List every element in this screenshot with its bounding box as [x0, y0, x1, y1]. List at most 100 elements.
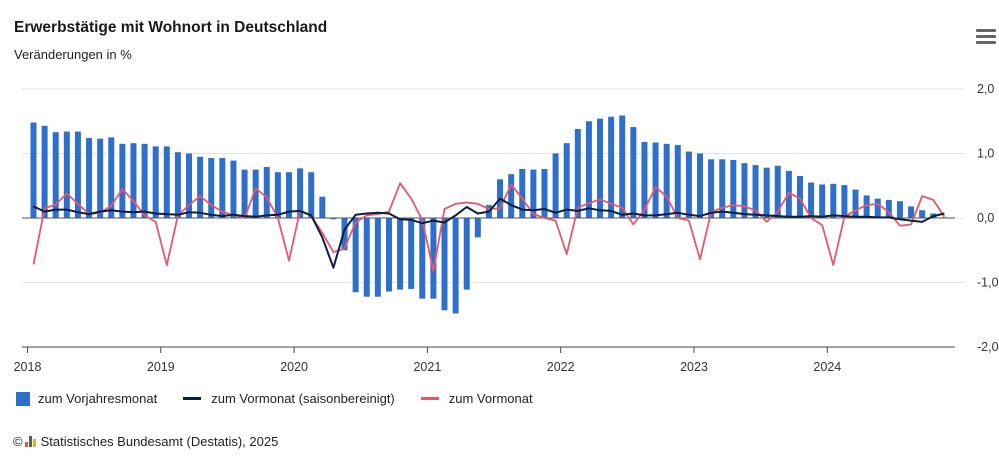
- bar: [697, 153, 703, 218]
- bar: [896, 201, 903, 218]
- bar: [174, 152, 181, 218]
- x-tick-label: 2021: [413, 360, 441, 374]
- bar: [919, 210, 926, 218]
- hamburger-menu-icon[interactable]: [976, 29, 996, 45]
- y-tick-label: 0,0: [977, 211, 994, 225]
- y-tick-label: -1,0: [977, 276, 999, 290]
- bar: [186, 153, 193, 218]
- bar: [541, 168, 548, 218]
- bar: [130, 143, 137, 218]
- chart-area: 2,0 1,0 0,0 -1,0 -2,0 2018 2019 2020 2021 2022 202…: [14, 82, 999, 374]
- source-credit: © Statistisches Bundesamt (Destatis), 20…: [13, 434, 278, 449]
- bar: [597, 118, 604, 218]
- bar: [230, 160, 237, 218]
- x-tick-label: 2020: [280, 360, 308, 374]
- bar: [674, 145, 681, 218]
- legend-label: zum Vormonat: [448, 391, 533, 406]
- bar: [852, 189, 859, 218]
- bar: [519, 168, 526, 218]
- legend-label: zum Vormonat (saisonbereinigt): [211, 391, 395, 406]
- bar: [430, 218, 437, 299]
- x-tick-label: 2022: [547, 360, 575, 374]
- bar: [41, 125, 48, 218]
- source-text: Statistisches Bundesamt (Destatis), 2025: [40, 434, 279, 449]
- bar: [252, 169, 259, 218]
- bar: [641, 141, 648, 218]
- bar: [330, 218, 337, 220]
- legend-swatch-bars: [16, 391, 30, 406]
- legend-label: zum Vorjahresmonat: [38, 391, 158, 406]
- bar: [452, 218, 459, 314]
- bar: [508, 174, 515, 218]
- series-line-vormonat: [32, 182, 946, 272]
- bar: [30, 122, 37, 218]
- bar: [885, 199, 892, 218]
- chart-title: Erwerbstätige mit Wohnort in Deutschland: [14, 19, 328, 36]
- legend-item-bars[interactable]: zum Vorjahresmonat: [16, 391, 157, 406]
- bar: [341, 218, 348, 251]
- bar: [297, 168, 304, 218]
- bar: [208, 158, 215, 218]
- bar: [119, 143, 126, 218]
- bar: [241, 169, 248, 218]
- bar: [574, 128, 581, 218]
- x-tick-label: 2024: [813, 360, 841, 374]
- bar: [719, 159, 726, 218]
- bar: [285, 172, 292, 218]
- bar: [908, 206, 915, 218]
- bar: [808, 182, 815, 218]
- bar: [385, 218, 392, 292]
- menu-bar-icon: [976, 35, 996, 38]
- legend-swatch-raw: [420, 397, 439, 400]
- bar: [397, 218, 404, 290]
- bar: [763, 167, 770, 218]
- bar: [152, 146, 159, 218]
- bar: [830, 183, 837, 218]
- bar: [463, 218, 470, 290]
- bar: [608, 116, 615, 218]
- bar: [774, 165, 781, 218]
- copyright-symbol: ©: [13, 434, 23, 449]
- y-tick-label: 1,0: [977, 147, 994, 161]
- legend: zum Vorjahresmonat zum Vormonat (saisonb…: [16, 391, 559, 406]
- bar: [796, 176, 803, 218]
- bar: [585, 121, 592, 218]
- legend-swatch-seasonal: [183, 397, 202, 400]
- bar: [874, 198, 881, 218]
- bar: [819, 184, 826, 218]
- bar: [274, 172, 281, 218]
- bar: [374, 218, 381, 297]
- bar: [563, 143, 570, 218]
- bar: [352, 218, 359, 293]
- chart-subtitle: Veränderungen in %: [14, 47, 132, 62]
- bar: [141, 143, 148, 218]
- destatis-logo-icon: [24, 436, 37, 447]
- bar: [86, 138, 93, 218]
- bar: [685, 151, 692, 218]
- series-line-vormonat-saisonbereinigt: [33, 197, 945, 269]
- x-tick-label: 2023: [680, 360, 708, 374]
- bar: [419, 218, 426, 299]
- menu-bar-icon: [976, 29, 996, 32]
- bar: [752, 165, 759, 218]
- bar: [863, 195, 870, 218]
- bar: [52, 132, 59, 218]
- bar: [197, 156, 204, 218]
- bar: [163, 146, 170, 218]
- bar: [619, 115, 626, 218]
- legend-item-seasonal[interactable]: zum Vormonat (saisonbereinigt): [183, 391, 395, 406]
- legend-item-raw[interactable]: zum Vormonat: [420, 391, 533, 406]
- bar: [363, 218, 370, 297]
- bar: [108, 137, 115, 218]
- y-tick-label: 2,0: [977, 82, 994, 96]
- bar: [74, 131, 81, 218]
- bar: [319, 196, 326, 218]
- bar: [652, 142, 659, 218]
- bar: [308, 172, 315, 218]
- menu-bar-icon: [976, 41, 996, 44]
- bar: [408, 218, 415, 289]
- bar: [263, 167, 270, 218]
- bar: [552, 153, 559, 218]
- bar: [97, 138, 104, 218]
- y-tick-label: -2,0: [977, 340, 999, 354]
